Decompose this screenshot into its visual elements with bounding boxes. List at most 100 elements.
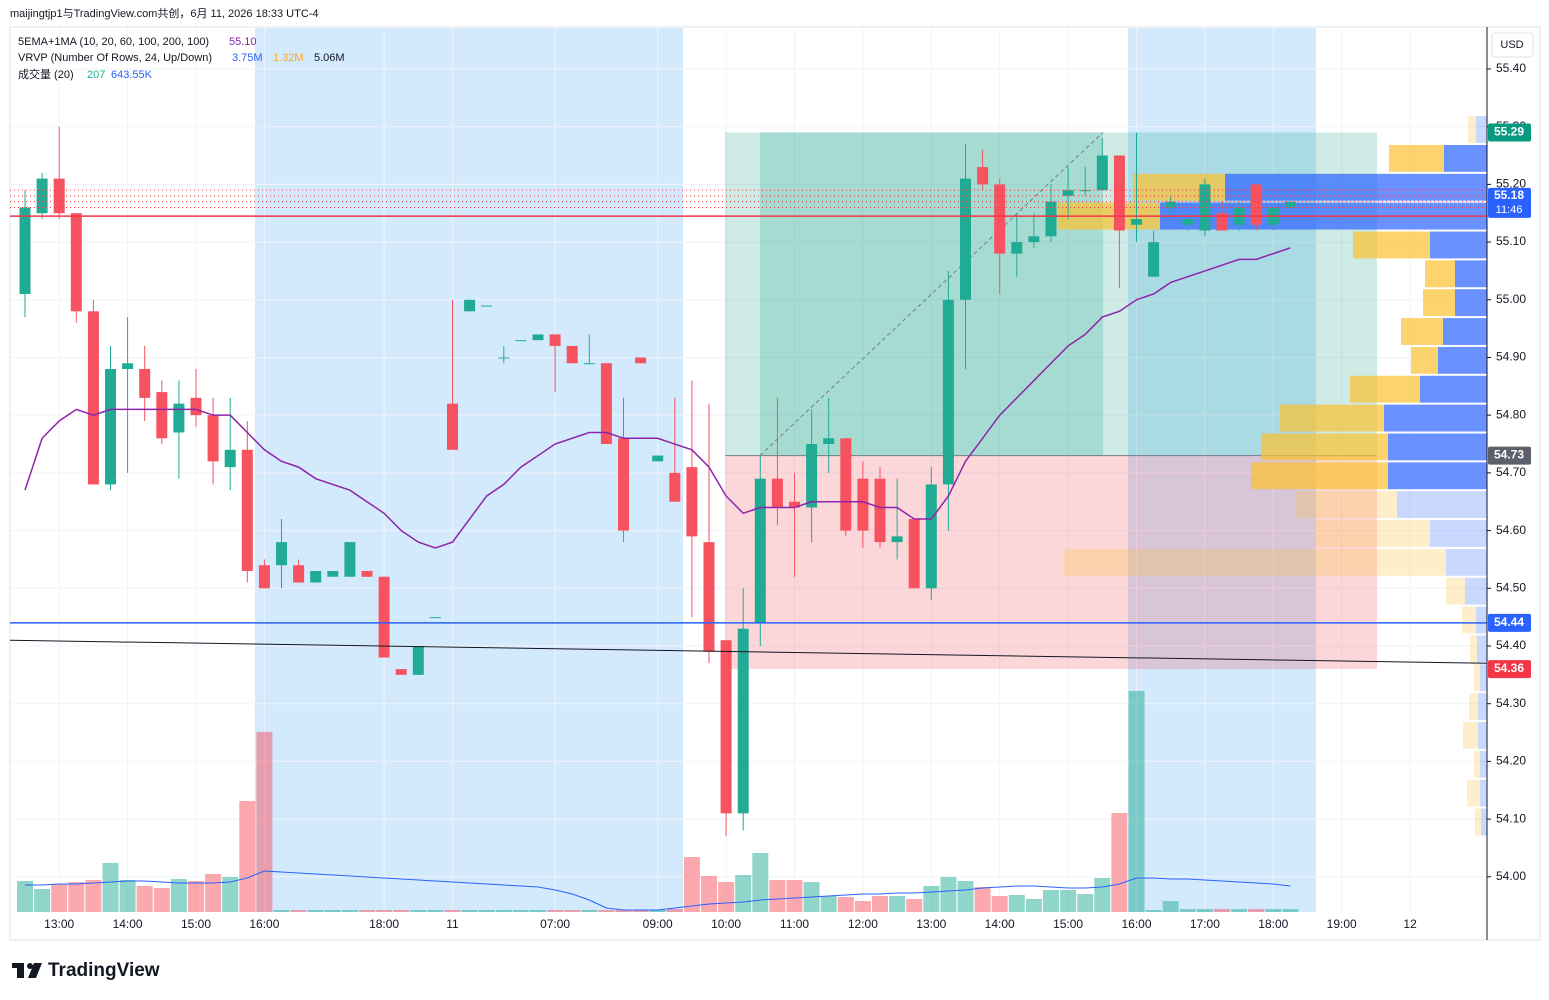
volume-bar bbox=[376, 910, 393, 912]
volume-bar bbox=[752, 853, 769, 912]
volume-bar bbox=[290, 910, 307, 912]
volume-bar bbox=[478, 910, 495, 912]
profile-up-bar bbox=[1465, 577, 1487, 605]
volume-bar bbox=[530, 910, 546, 912]
volume-bar bbox=[854, 901, 871, 912]
candle-body bbox=[1079, 190, 1091, 192]
volume-bar bbox=[85, 880, 102, 912]
position-trade-path bbox=[759, 132, 1104, 456]
profile-down-bar bbox=[1423, 289, 1455, 317]
volume-bar bbox=[683, 857, 700, 912]
candle-body bbox=[1216, 213, 1228, 231]
y-tick-label: 55.20 bbox=[1496, 177, 1526, 191]
volume-bar bbox=[632, 910, 649, 912]
currency-box[interactable] bbox=[1491, 32, 1534, 58]
volume-bar bbox=[1043, 890, 1059, 912]
volume-bar bbox=[461, 910, 478, 912]
candle-body bbox=[70, 213, 82, 312]
x-tick-label: 13:00 bbox=[44, 917, 74, 931]
candle-body bbox=[1045, 201, 1057, 237]
candle-body bbox=[1148, 242, 1160, 277]
profile-up-bar bbox=[1446, 548, 1487, 576]
volume-bar bbox=[564, 910, 581, 912]
legend-volume-ma: 643.55K bbox=[111, 69, 153, 81]
volume-bar bbox=[427, 910, 444, 912]
legend-vrvp-label: VRVP (Number Of Rows, 24, Up/Down) bbox=[18, 52, 212, 64]
price-label-box bbox=[1488, 123, 1531, 142]
volume-bar bbox=[136, 886, 153, 912]
x-tick-label: 19:00 bbox=[1327, 917, 1357, 931]
candle-body bbox=[412, 645, 424, 675]
brand-logo[interactable]: TradingView bbox=[12, 960, 160, 981]
volume-bar bbox=[1025, 899, 1042, 912]
last-price-label: 55.18 bbox=[1494, 188, 1524, 202]
profile-up-bar bbox=[1476, 116, 1487, 143]
y-tick-label: 54.60 bbox=[1496, 523, 1526, 537]
profile-down-bar bbox=[1350, 375, 1420, 403]
volume-bar bbox=[735, 875, 752, 912]
volume-bar bbox=[119, 880, 136, 912]
volume-bar bbox=[649, 910, 666, 912]
profile-down-bar bbox=[1316, 520, 1430, 547]
profile-down-bar bbox=[1475, 808, 1481, 836]
x-tick-label: 15:00 bbox=[181, 917, 211, 931]
volume-bar bbox=[17, 881, 33, 912]
price-label-box bbox=[1488, 613, 1531, 632]
candle-body bbox=[327, 570, 339, 577]
profile-up-bar bbox=[1420, 375, 1487, 403]
volume-bar bbox=[598, 910, 615, 912]
candle-body bbox=[498, 357, 510, 359]
profile-down-bar bbox=[1251, 462, 1388, 490]
legend-volume-label: 成交量 (20) bbox=[18, 67, 74, 81]
position-loss-zone bbox=[725, 455, 1377, 670]
trendline bbox=[9, 639, 1488, 664]
profile-up-bar bbox=[1225, 173, 1487, 201]
legend-volume-value: 207 bbox=[87, 69, 105, 81]
candle-body bbox=[1062, 190, 1074, 196]
currency: USD bbox=[1500, 39, 1523, 51]
volume-bar bbox=[547, 910, 564, 912]
legend: 5EMA+1MA (10, 20, 60, 100, 200, 100) 55.… bbox=[18, 36, 345, 81]
candle-body bbox=[207, 415, 219, 462]
candle-body bbox=[977, 167, 989, 185]
profile-up-bar bbox=[1384, 404, 1487, 432]
price-label: 54.73 bbox=[1494, 448, 1524, 462]
candle-body bbox=[258, 565, 270, 589]
volume-bar bbox=[410, 910, 427, 912]
profile-up-bar bbox=[1455, 289, 1487, 317]
candle-body bbox=[310, 570, 322, 583]
header: maijingtjp1与TradingView.com共创，6月 11, 202… bbox=[10, 7, 319, 20]
candle-body bbox=[156, 392, 168, 439]
candle-body bbox=[771, 478, 783, 508]
legend-ema-label: 5EMA+1MA (10, 20, 60, 100, 200, 100) bbox=[18, 36, 209, 48]
volume-bar bbox=[1265, 909, 1282, 912]
axes: USD 54.00 54.10 54.20 54.30 54.40 54.50 54.60 5… bbox=[44, 27, 1534, 940]
volume-bar bbox=[701, 876, 717, 912]
candle-body bbox=[823, 438, 835, 445]
y-tick-label: 54.30 bbox=[1496, 696, 1526, 710]
profile-down-bar bbox=[1401, 318, 1443, 345]
profile-up-bar bbox=[1478, 722, 1487, 749]
y-tick-label: 54.90 bbox=[1496, 350, 1526, 364]
candle-body bbox=[618, 438, 629, 531]
candle-body bbox=[874, 478, 886, 543]
volume-pane bbox=[17, 691, 1299, 912]
candle-body bbox=[241, 449, 253, 571]
profile-up-bar bbox=[1455, 260, 1487, 288]
y-tick-label: 55.10 bbox=[1496, 234, 1526, 248]
x-tick-label: 18:00 bbox=[369, 917, 399, 931]
volume-bar bbox=[341, 910, 358, 912]
candle-body bbox=[1250, 184, 1262, 225]
y-tick-label: 54.10 bbox=[1496, 811, 1526, 825]
profile-down-bar bbox=[1469, 693, 1478, 721]
volume-bar bbox=[239, 801, 256, 912]
profile-up-bar bbox=[1430, 520, 1487, 547]
candle-body bbox=[378, 576, 390, 658]
profile-up-bar bbox=[1388, 433, 1487, 461]
candle-body bbox=[600, 363, 612, 445]
profile-down-bar bbox=[1463, 722, 1478, 749]
candle-body bbox=[891, 536, 903, 543]
volume-bar bbox=[68, 882, 85, 912]
volume-bar bbox=[1162, 901, 1179, 912]
